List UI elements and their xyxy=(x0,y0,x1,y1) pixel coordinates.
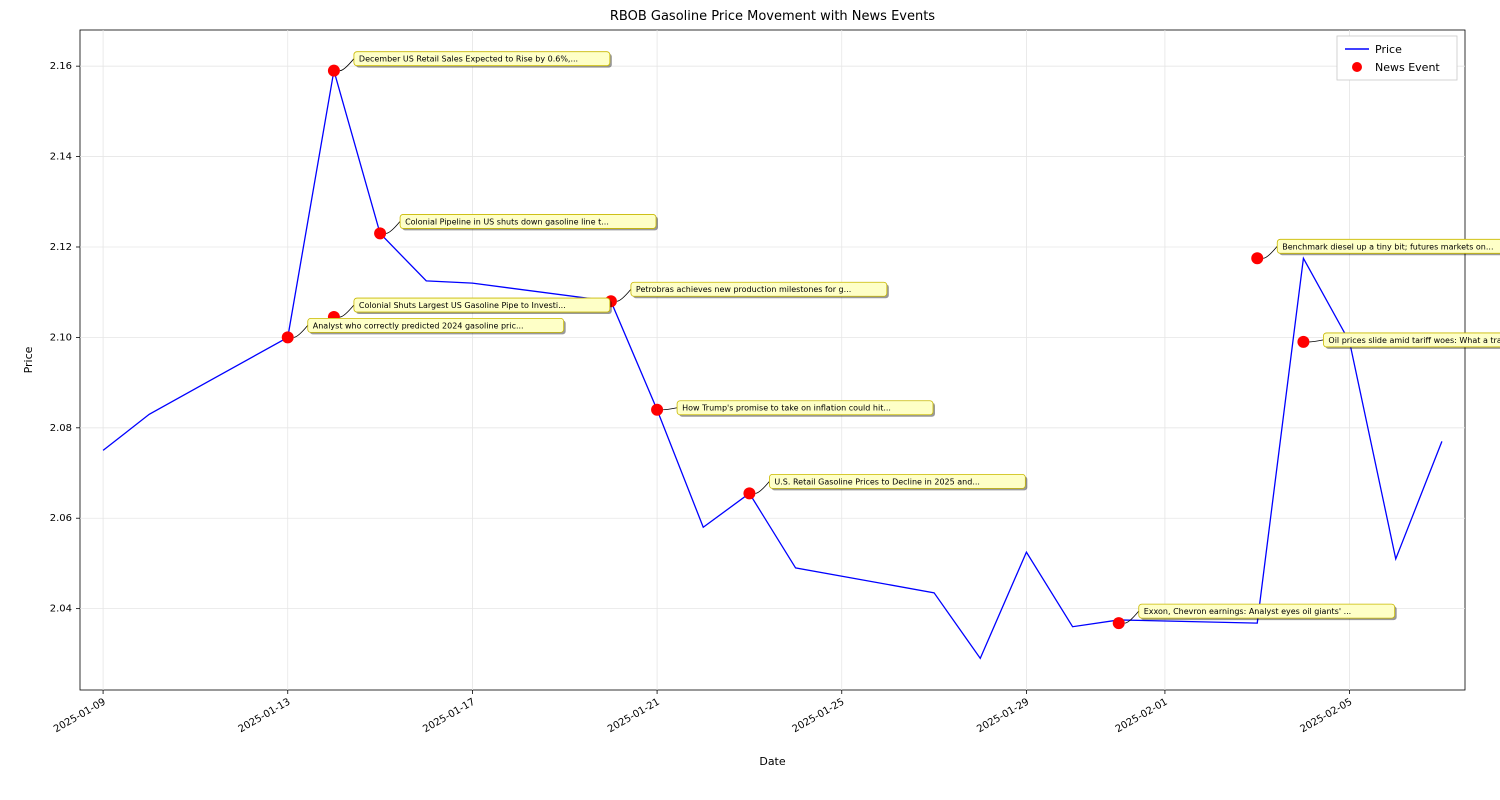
y-tick-label: 2.16 xyxy=(50,61,72,72)
annotation-text: U.S. Retail Gasoline Prices to Decline i… xyxy=(774,477,980,486)
x-axis-label: Date xyxy=(759,755,786,768)
annotation-text: Oil prices slide amid tariff woes: What … xyxy=(1328,336,1500,345)
annotation-text: How Trump's promise to take on inflation… xyxy=(682,404,891,413)
annotation-leader xyxy=(386,221,400,233)
annotation-leader xyxy=(340,305,354,317)
legend-swatch-marker xyxy=(1352,62,1362,72)
y-tick-label: 2.06 xyxy=(50,513,72,524)
news-event-marker xyxy=(743,487,755,499)
annotation-text: December US Retail Sales Expected to Ris… xyxy=(359,55,578,64)
x-tick-label: 2025-01-09 xyxy=(52,697,108,736)
news-event-marker xyxy=(1251,252,1263,264)
x-tick-label: 2025-01-17 xyxy=(421,697,477,736)
x-tick-label: 2025-02-05 xyxy=(1298,697,1354,736)
chart-container: 2.04 2.06 2.08 2.10 2.12 2.14 2.16 2025-01-09 20… xyxy=(0,0,1500,800)
chart-title: RBOB Gasoline Price Movement with News E… xyxy=(610,9,935,24)
y-tick-label: 2.10 xyxy=(50,332,72,343)
annotation-leader xyxy=(340,59,354,71)
x-tick-label: 2025-01-13 xyxy=(237,697,293,736)
y-tick-label: 2.04 xyxy=(50,604,72,615)
news-event-marker xyxy=(1113,617,1125,629)
news-event-marker xyxy=(374,227,386,239)
annotation-leader xyxy=(294,325,308,337)
annotation-leader xyxy=(1309,340,1323,342)
annotation-text: Exxon, Chevron earnings: Analyst eyes oi… xyxy=(1144,607,1351,616)
y-tick-label: 2.14 xyxy=(50,152,72,163)
news-event-marker xyxy=(282,331,294,343)
annotation-leader xyxy=(1263,246,1277,258)
x-tick-label: 2025-02-01 xyxy=(1114,697,1170,736)
legend-label: News Event xyxy=(1375,61,1440,74)
annotation-leader xyxy=(755,481,769,493)
annotation-leader xyxy=(617,289,631,301)
annotation-text: Benchmark diesel up a tiny bit; futures … xyxy=(1282,242,1493,251)
x-tick-label: 2025-01-29 xyxy=(975,697,1031,736)
legend-label: Price xyxy=(1375,43,1402,56)
y-axis-label: Price xyxy=(22,346,35,373)
news-event-marker xyxy=(328,65,340,77)
annotation-leader xyxy=(663,408,677,410)
chart-svg: 2.04 2.06 2.08 2.10 2.12 2.14 2.16 2025-01-09 20… xyxy=(0,0,1500,800)
news-event-marker xyxy=(651,404,663,416)
price-line xyxy=(103,71,1442,659)
annotation-text: Colonial Pipeline in US shuts down gasol… xyxy=(405,217,609,226)
annotation-text: Colonial Shuts Largest US Gasoline Pipe … xyxy=(359,301,566,310)
annotation-text: Petrobras achieves new production milest… xyxy=(636,285,851,294)
x-tick-label: 2025-01-21 xyxy=(606,697,662,736)
y-tick-label: 2.12 xyxy=(50,242,72,253)
annotation-leader xyxy=(1125,611,1139,623)
x-tick-label: 2025-01-25 xyxy=(791,697,847,736)
annotation-text: Analyst who correctly predicted 2024 gas… xyxy=(313,321,524,330)
y-tick-label: 2.08 xyxy=(50,423,72,434)
news-event-marker xyxy=(1297,336,1309,348)
